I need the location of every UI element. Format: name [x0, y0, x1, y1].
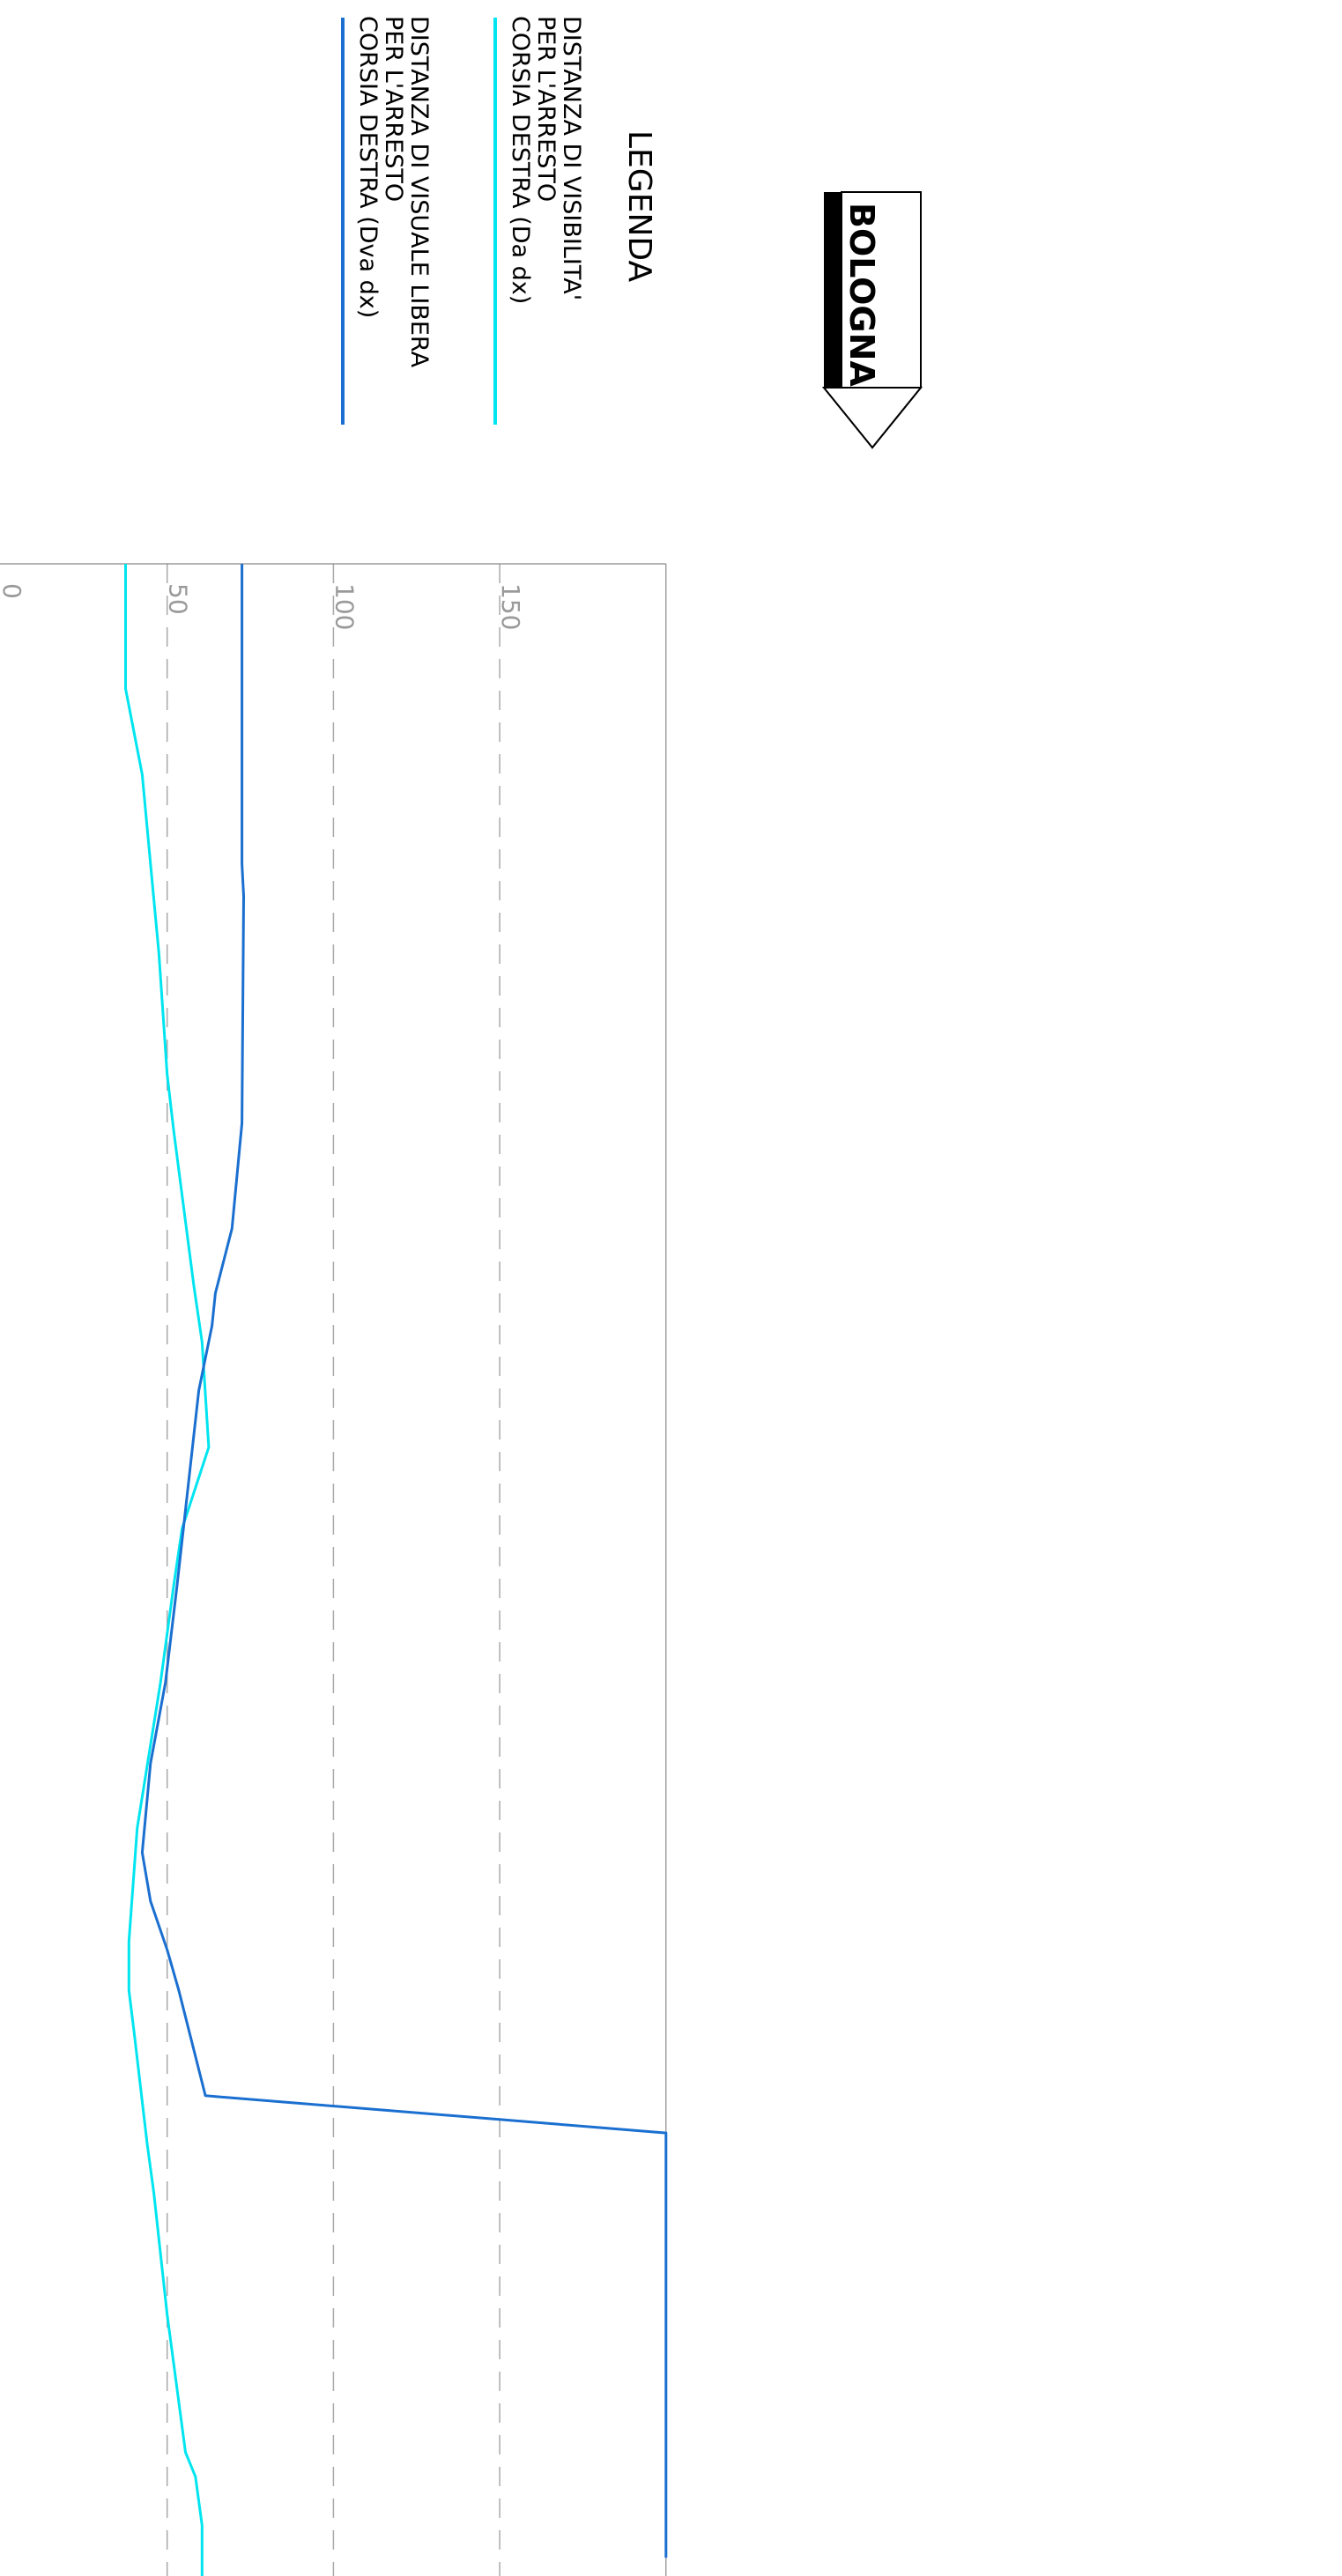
legend-item-text: PER L'ARRESTO: [532, 16, 560, 202]
legend-item-text: DISTANZA DI VISIBILITA': [558, 16, 585, 300]
arrow-edge: [824, 192, 842, 388]
legend-item-text: DISTANZA DI VISUALE LIBERA: [405, 16, 433, 368]
legend-item-text: CORSIA DESTRA (Dva dx): [354, 16, 382, 318]
direction-arrow: BOLOGNA: [821, 191, 923, 449]
series-line-2: [140, 564, 668, 2558]
series-line-1: [124, 564, 211, 2576]
tick-label-0: 0: [0, 583, 26, 599]
legend-item-1: DISTANZA DI VISIBILITA'PER L'ARRESTOCORS…: [493, 16, 585, 425]
legend-items: DISTANZA DI VISIBILITA'PER L'ARRESTOCORS…: [341, 16, 585, 425]
arrow-head: [821, 387, 923, 449]
value-axis-ticks: 0 50 100 150: [0, 583, 525, 630]
legend-item-text: PER L'ARRESTO: [380, 16, 407, 202]
legend: LEGENDA DISTANZA DI VISIBILITA'PER L'ARR…: [341, 16, 657, 425]
legend-title: LEGENDA: [621, 130, 657, 282]
tick-label-100: 100: [330, 583, 359, 630]
tick-label-150: 150: [496, 583, 525, 630]
direction-label: BOLOGNA: [842, 203, 881, 387]
series-lines: [124, 564, 668, 2576]
legend-item-text: CORSIA DESTRA (Da dx): [507, 16, 534, 304]
tick-label-50: 50: [164, 583, 193, 615]
